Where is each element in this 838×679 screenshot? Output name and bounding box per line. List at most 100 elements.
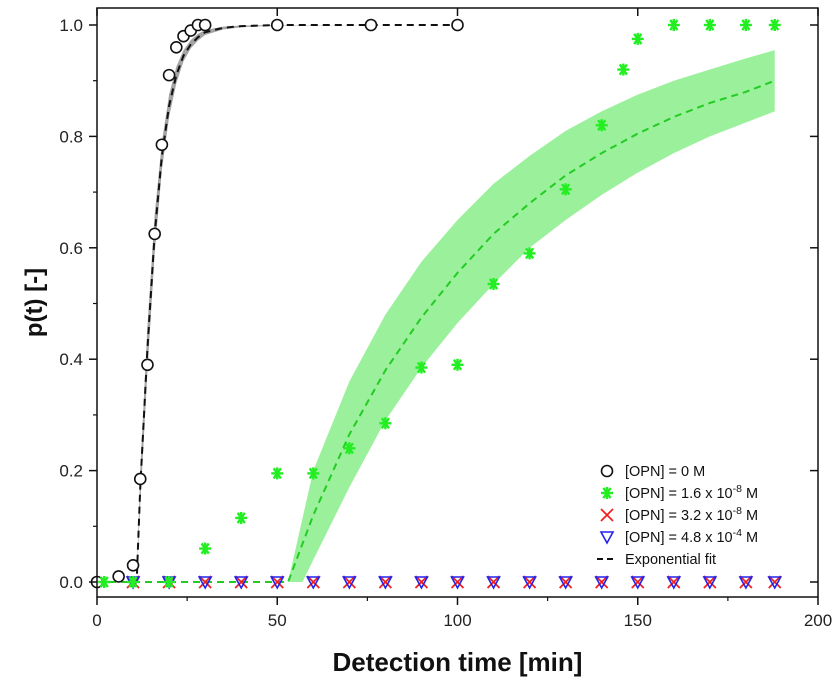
cross-stroke	[378, 575, 393, 589]
legend-marker-2	[600, 508, 614, 522]
legend-label-0: [OPN] = 0 M	[625, 464, 705, 480]
data-point-series-1	[703, 19, 716, 31]
cross-stroke	[595, 575, 609, 589]
cross-stroke	[486, 575, 501, 589]
data-point-series-3	[666, 576, 682, 590]
data-point-series-2	[631, 575, 645, 589]
cross-stroke	[198, 575, 212, 589]
cross-stroke	[342, 575, 356, 589]
data-point-series-2	[522, 575, 537, 589]
data-point-series-3	[414, 576, 429, 590]
confidence-band-1	[277, 50, 775, 582]
data-point-series-0	[451, 18, 464, 32]
data-point-series-2	[198, 575, 212, 589]
data-point-series-0	[198, 18, 212, 32]
x-tick-label: 150	[624, 611, 652, 630]
data-point-series-0	[170, 40, 183, 54]
legend-label-unit: M	[742, 530, 758, 546]
data-point-series-1	[667, 19, 680, 31]
data-point-series-2	[667, 575, 681, 589]
data-point-series-1	[768, 19, 781, 31]
legend-label-1: [OPN] = 1.6 x 10-8 M	[625, 483, 758, 502]
data-point-series-1	[379, 417, 392, 430]
data-point-series-2	[559, 575, 573, 589]
data-point-series-0	[162, 68, 176, 82]
data-point-series-2	[450, 575, 465, 589]
data-point-series-0	[148, 227, 161, 241]
x-tick-label: 50	[268, 611, 287, 630]
cross-stroke	[768, 575, 782, 589]
data-point-series-1	[415, 361, 428, 374]
cross-stroke	[631, 575, 645, 589]
x-axis-title: Detection time [min]	[333, 647, 583, 677]
legend-label-text: [OPN] = 1.6 x 10	[625, 486, 733, 502]
data-point-series-0	[133, 472, 147, 486]
data-point-series-1	[163, 576, 176, 588]
data-point-series-3	[233, 576, 249, 590]
data-point-series-3	[197, 576, 213, 590]
data-point-series-1	[487, 278, 500, 291]
data-point-series-0	[126, 558, 140, 572]
data-point-series-2	[306, 575, 320, 589]
cross-stroke	[522, 575, 537, 589]
data-point-series-0	[141, 358, 154, 372]
data-point-series-0	[270, 18, 284, 32]
data-point-series-2	[595, 575, 609, 589]
data-point-series-2	[270, 575, 284, 589]
cross-stroke	[450, 575, 465, 589]
data-point-series-3	[269, 576, 285, 590]
data-point-series-3	[450, 576, 465, 590]
legend-label-exponent: -8	[733, 505, 742, 517]
legend: [OPN] = 0 M [OPN] = 1.6 x 10-8 M [OPN] = 3…	[597, 464, 758, 568]
data-point-series-2	[414, 575, 429, 589]
legend-label-unit: M	[742, 486, 758, 502]
data-point-series-1	[98, 576, 111, 588]
data-point-series-3	[594, 576, 610, 590]
data-point-series-1	[307, 467, 320, 480]
y-tick-label: 0.8	[59, 127, 83, 146]
data-point-series-1	[595, 119, 608, 132]
cross-stroke	[600, 508, 614, 522]
data-point-series-3	[558, 576, 573, 590]
fit-lines	[97, 24, 776, 583]
legend-label-text: [OPN] = 3.2 x 10	[625, 508, 733, 524]
y-tick-label: 0.0	[59, 573, 83, 592]
y-tick-label: 1.0	[59, 16, 83, 35]
data-point-series-0	[112, 570, 125, 583]
data-markers	[90, 18, 783, 590]
axes: 0 50 100 150 200 0.0 0.2 0.4 0.6 0.8 1.0	[59, 8, 832, 630]
data-point-series-0	[364, 18, 378, 32]
legend-label-exponent: -8	[733, 483, 742, 495]
data-point-series-1	[199, 542, 212, 555]
data-point-series-0	[155, 138, 169, 152]
y-axis-title: p(t) [-]	[21, 268, 48, 337]
cross-stroke	[306, 575, 320, 589]
legend-label-text: [OPN] = 4.8 x 10	[625, 530, 733, 546]
cross-stroke	[667, 575, 681, 589]
data-point-series-2	[486, 575, 501, 589]
y-tick-label: 0.2	[59, 462, 83, 481]
cross-stroke	[559, 575, 573, 589]
cross-stroke	[739, 575, 753, 589]
data-point-series-2	[703, 575, 717, 589]
cross-stroke	[234, 575, 248, 589]
x-tick-label: 0	[92, 611, 101, 630]
data-point-series-3	[486, 576, 501, 590]
cross-stroke	[270, 575, 284, 589]
data-point-series-3	[305, 576, 321, 590]
data-point-series-3	[342, 576, 357, 590]
data-point-series-2	[378, 575, 393, 589]
data-point-series-3	[378, 576, 393, 590]
fit-line-0	[97, 24, 458, 583]
data-point-series-1	[451, 358, 464, 371]
data-point-series-2	[342, 575, 356, 589]
legend-fit-label: Exponential fit	[625, 552, 716, 568]
data-point-series-1	[523, 247, 536, 260]
cross-stroke	[414, 575, 429, 589]
data-point-series-1	[271, 467, 284, 480]
y-tick-label: 0.4	[59, 350, 83, 369]
data-point-series-2	[234, 575, 248, 589]
x-tick-label: 100	[443, 611, 471, 630]
legend-label-2: [OPN] = 3.2 x 10-8 M	[625, 505, 758, 524]
